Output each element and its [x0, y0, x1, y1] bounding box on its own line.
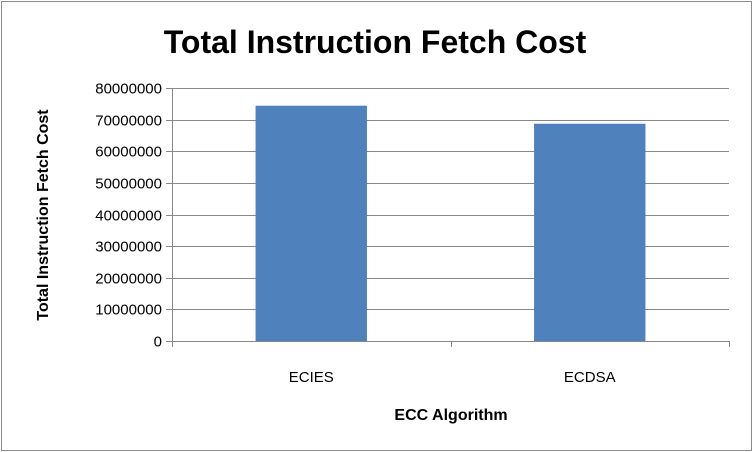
y-tick-label: 60000000 [95, 144, 162, 161]
x-tick-labels: ECIES ECDSA [289, 369, 616, 386]
y-tick-label: 10000000 [95, 302, 162, 319]
bar-ecies [255, 105, 367, 342]
bars [255, 105, 646, 342]
y-tick-label: 20000000 [95, 271, 162, 288]
x-tick-label: ECDSA [564, 369, 616, 386]
axes [172, 88, 730, 347]
y-tick-label: 70000000 [95, 113, 162, 130]
y-tick-label: 80000000 [95, 81, 162, 98]
y-axis-label: Total Instruction Fetch Cost [35, 109, 52, 321]
y-tick-label: 30000000 [95, 239, 162, 256]
y-tick-labels: 0 10000000 20000000 30000000 40000000 5000000… [95, 81, 162, 351]
y-tick-label: 40000000 [95, 208, 162, 225]
x-axis-label: ECC Algorithm [394, 407, 507, 424]
x-tick-label: ECIES [289, 369, 334, 386]
y-tick-label: 0 [154, 334, 162, 351]
bar-ecdsa [534, 123, 646, 341]
y-tick-label: 50000000 [95, 176, 162, 193]
chart-title: Total Instruction Fetch Cost [164, 24, 587, 60]
